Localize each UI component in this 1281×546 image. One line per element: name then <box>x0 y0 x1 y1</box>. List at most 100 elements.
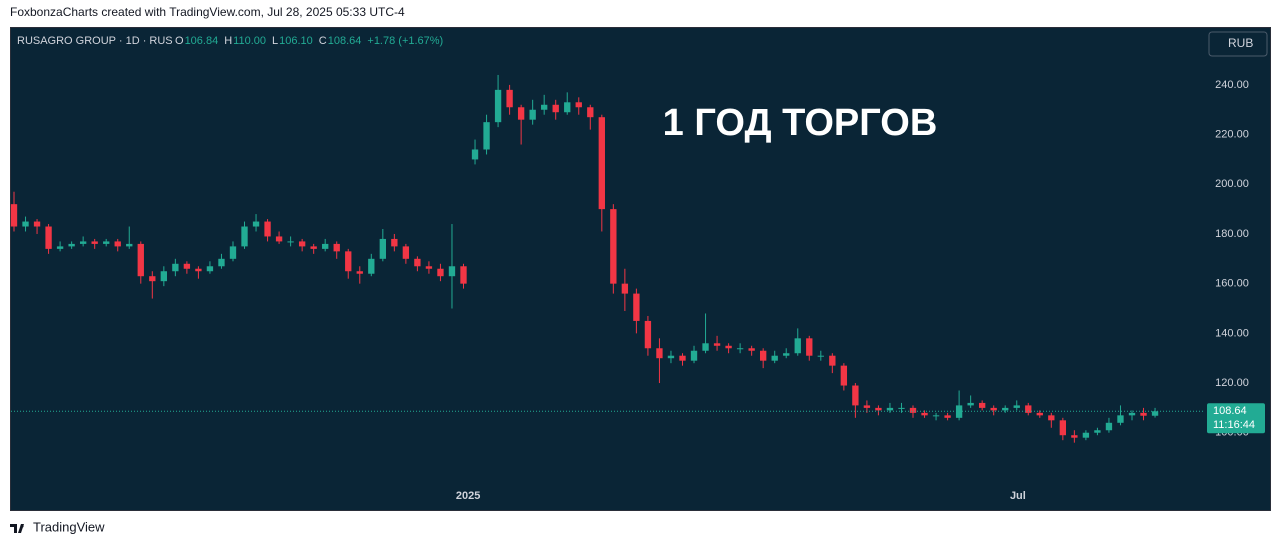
candle-body <box>45 226 52 249</box>
x-tick-label: 2025 <box>456 490 480 502</box>
candle-body <box>517 107 525 120</box>
candle-body <box>218 258 225 267</box>
candle-body <box>333 243 340 252</box>
candle-body <box>322 243 329 249</box>
candle-body <box>345 251 352 272</box>
logo <box>10 524 24 533</box>
legend-change: +1.78 (+1.67%) <box>367 35 443 47</box>
candle-body <box>56 246 64 249</box>
brand: TradingView <box>33 519 105 534</box>
legend-key: H <box>224 35 232 47</box>
candle-body <box>402 246 410 259</box>
candle-body <box>195 268 202 272</box>
candle-body <box>1048 415 1055 421</box>
candle-body <box>275 236 283 242</box>
last-price-tag <box>1207 403 1265 434</box>
candle-body <box>656 348 663 359</box>
candle-body <box>783 353 790 356</box>
candle-body <box>1013 405 1020 408</box>
candle-body <box>483 122 490 150</box>
candle-body <box>932 415 940 417</box>
legend-key: C <box>319 35 327 47</box>
legend-value: 106.84 <box>185 35 219 47</box>
candle-body <box>68 243 75 247</box>
candle-body <box>91 241 98 244</box>
candle-body <box>149 276 156 282</box>
candle-body <box>990 407 997 411</box>
candle-body <box>840 365 848 386</box>
y-tick-label: 220.00 <box>1215 128 1249 140</box>
candle-body <box>725 345 732 349</box>
y-tick-label: 120.00 <box>1215 377 1249 389</box>
logo-dot <box>20 524 24 528</box>
candle-body <box>368 258 375 274</box>
y-tick-label: 200.00 <box>1215 178 1249 190</box>
x-tick-label: Jul <box>1010 490 1026 502</box>
legend-value: 108.64 <box>328 35 362 47</box>
candle-body <box>529 109 536 120</box>
y-tick-label: 240.00 <box>1215 79 1249 91</box>
candle-body <box>875 407 882 411</box>
candle-body <box>829 355 836 366</box>
legend-value: 106.10 <box>279 35 313 47</box>
candle-body <box>310 246 317 249</box>
candle-body <box>298 241 306 247</box>
candle-body <box>252 221 260 227</box>
candle-body <box>852 385 859 406</box>
candle-body <box>448 266 456 277</box>
candle-body <box>10 204 18 227</box>
candle-body <box>241 226 248 247</box>
candle-body <box>621 283 629 294</box>
candle-body <box>229 246 237 259</box>
candle-body <box>137 243 144 277</box>
candle-body <box>760 350 767 361</box>
ohlc-legend: O 106.84 H 110.00 L 106.10 C 108.64 +1.78 (+1.67… <box>175 35 443 47</box>
candle-body <box>1117 415 1124 423</box>
candle-body <box>356 271 363 274</box>
candle-body <box>886 407 894 411</box>
candle-body <box>103 241 110 244</box>
candle-body <box>1151 411 1159 416</box>
candle-body <box>1025 405 1032 413</box>
candle-body <box>806 338 813 356</box>
candle-body <box>598 117 605 210</box>
candle-body <box>690 350 698 361</box>
candle-body <box>114 241 121 247</box>
candle-body <box>264 221 271 237</box>
candle-body <box>506 89 513 108</box>
candle-body <box>1059 420 1067 436</box>
countdown: 11:16:44 <box>1213 419 1255 431</box>
candle-body <box>379 238 386 259</box>
candle-body <box>633 293 640 321</box>
candle-body <box>863 405 871 408</box>
last-price-label: 108.64 <box>1213 405 1247 417</box>
candle-body <box>909 407 917 413</box>
annotation: 1 ГОД ТОРГОВ <box>663 102 938 144</box>
legend-key: O <box>175 35 184 47</box>
candle-body <box>575 102 582 108</box>
candle-body <box>679 355 686 361</box>
candle-body <box>736 348 744 350</box>
candle-body <box>1105 422 1113 431</box>
legend-key: L <box>272 35 278 47</box>
candle-body <box>898 407 905 409</box>
candle-body <box>437 268 444 277</box>
candle-body <box>183 263 191 269</box>
candle-body <box>794 338 801 354</box>
candle-body <box>414 258 421 267</box>
candle-body <box>771 355 778 361</box>
candle-body <box>1002 407 1009 411</box>
candle-body <box>552 104 559 113</box>
candle-body <box>1071 435 1078 438</box>
candle-body <box>921 412 928 416</box>
candle-body <box>667 355 675 359</box>
candle-body <box>287 241 294 243</box>
currency: RUB <box>1228 36 1253 50</box>
candle-body <box>541 104 548 110</box>
candle-body <box>713 343 721 346</box>
candle-body <box>22 221 29 227</box>
candle-body <box>160 271 168 282</box>
y-tick-label: 180.00 <box>1215 228 1249 240</box>
